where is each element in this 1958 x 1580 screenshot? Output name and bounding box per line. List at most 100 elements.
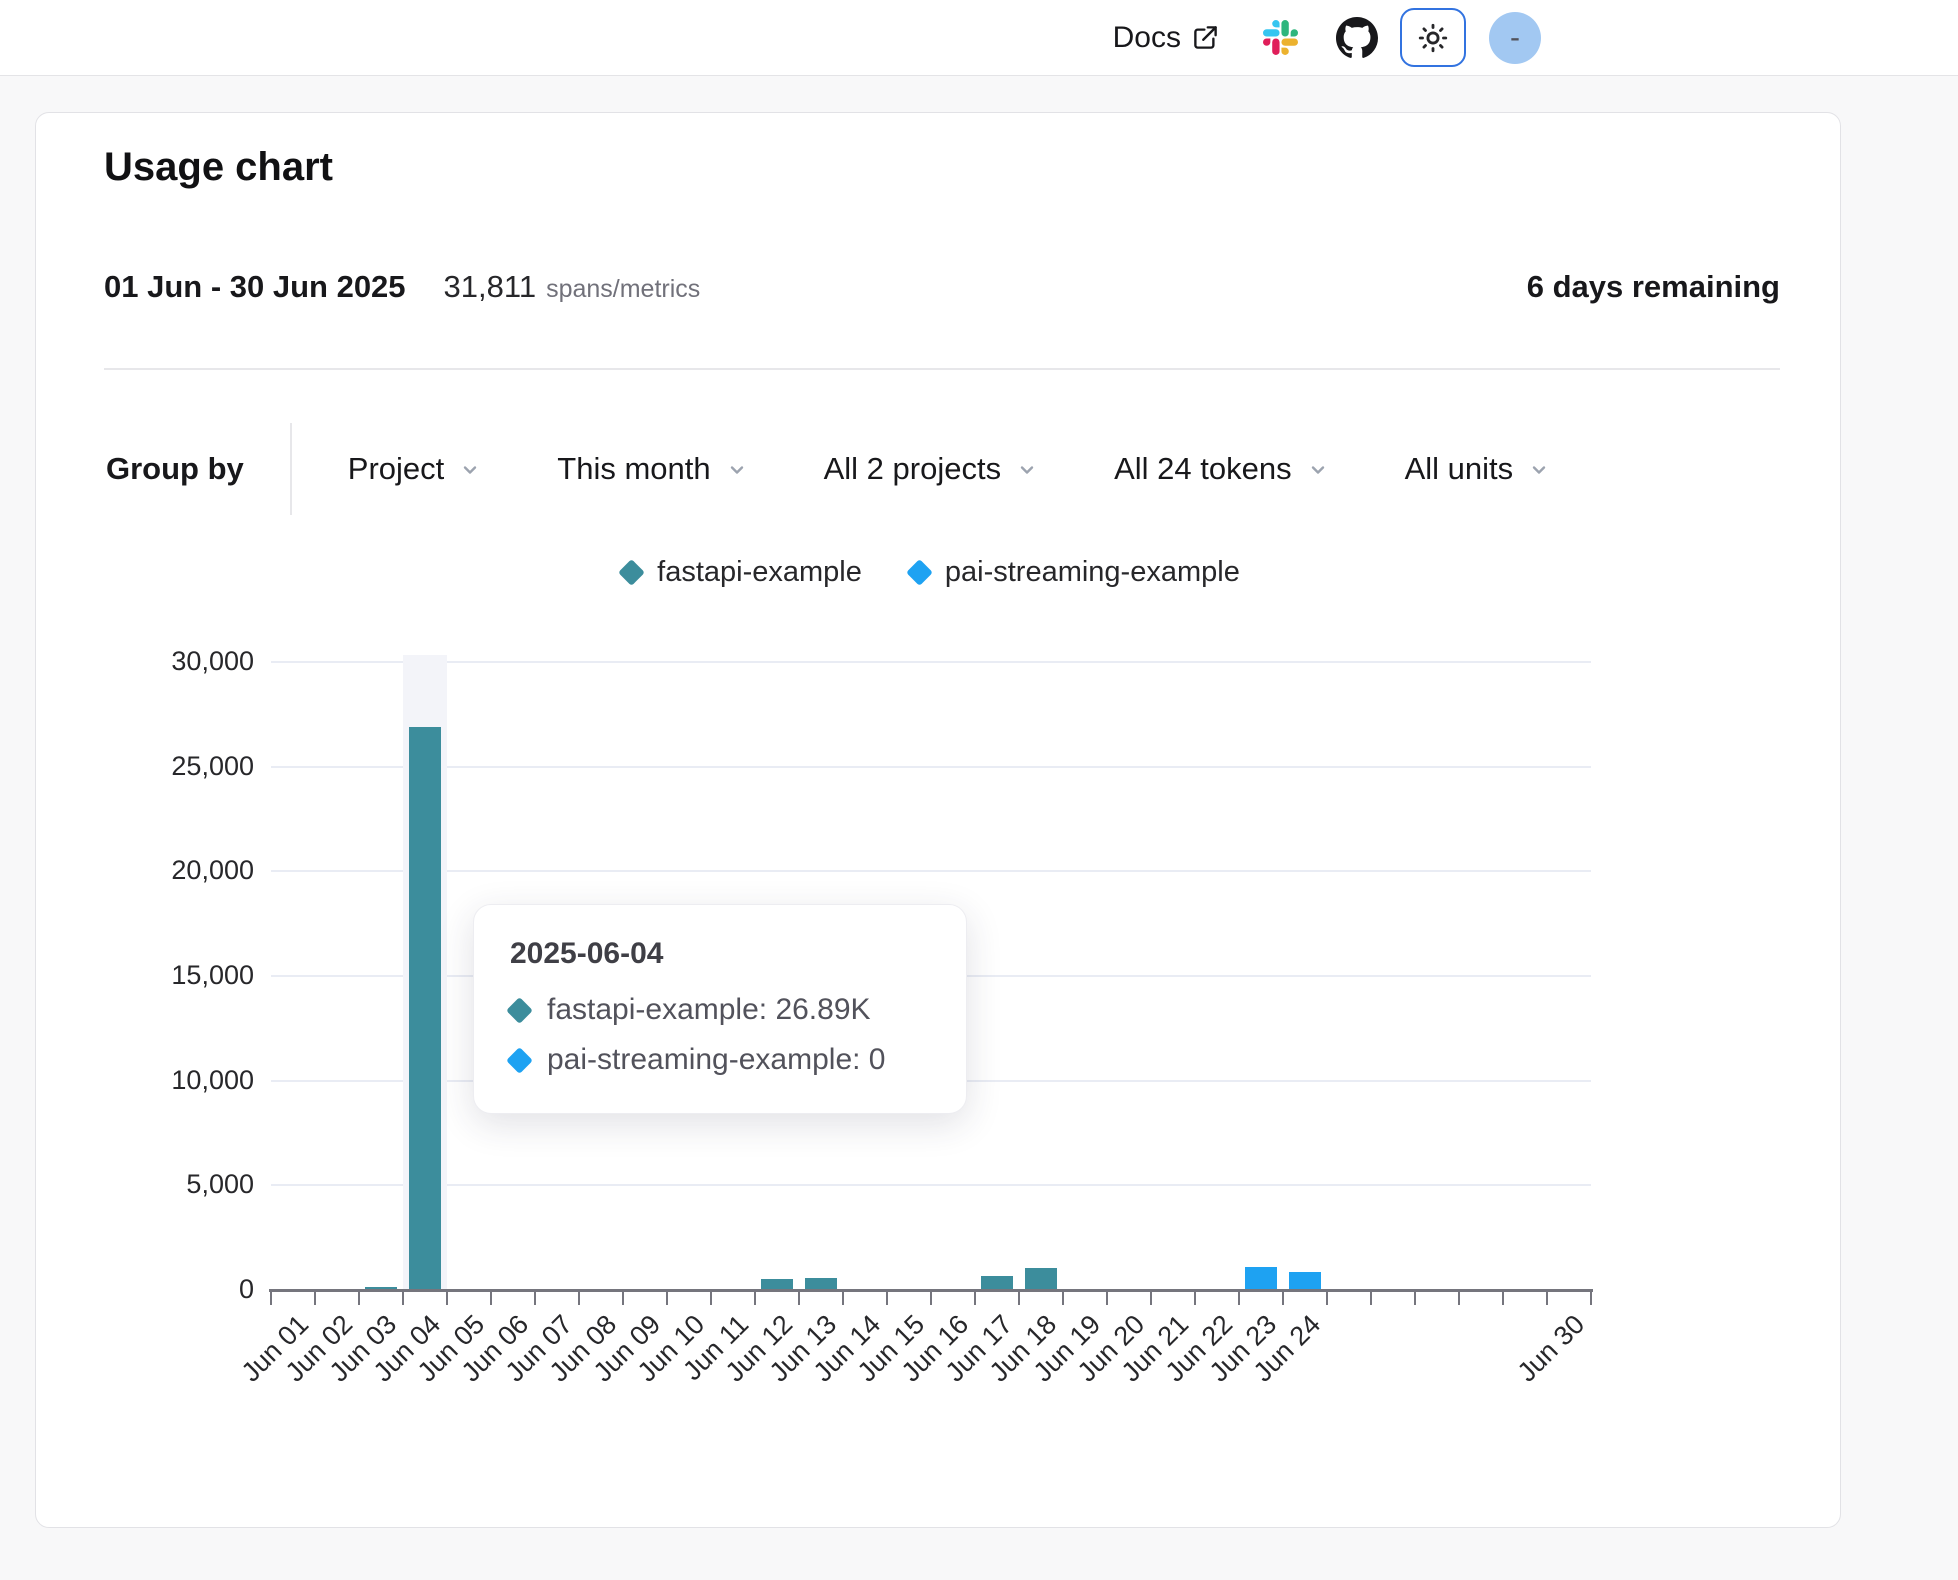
axis-tick — [666, 1292, 668, 1305]
units-select[interactable]: All units — [1405, 449, 1551, 489]
axis-tick — [446, 1292, 448, 1305]
y-axis-label: 15,000 — [171, 960, 254, 990]
chevron-down-icon — [1528, 453, 1550, 489]
axis-tick — [1458, 1292, 1460, 1305]
tooltip-row: pai-streaming-example: 0 — [506, 1043, 930, 1077]
axis-tick — [358, 1292, 360, 1305]
external-link-icon — [1192, 24, 1219, 51]
chart-bar-jun-03[interactable] — [365, 1287, 397, 1290]
chevron-down-icon — [1016, 453, 1038, 489]
group-by-select[interactable]: Project — [348, 449, 481, 489]
usage-chart-card: Usage chart 01 Jun - 30 Jun 2025 31,811 … — [35, 112, 1841, 1528]
axis-tick — [754, 1292, 756, 1305]
axis-tick — [842, 1292, 844, 1305]
gridline — [271, 765, 1591, 768]
docs-link[interactable]: Docs — [1113, 21, 1219, 55]
tokens-select[interactable]: All 24 tokens — [1114, 449, 1329, 489]
gridline — [271, 870, 1591, 873]
avatar[interactable]: - — [1489, 11, 1541, 64]
y-axis-label: 5,000 — [186, 1169, 254, 1200]
diamond-icon — [506, 996, 533, 1024]
legend-label: fastapi-example — [657, 556, 862, 588]
slack-icon[interactable] — [1263, 20, 1298, 55]
chart-legend: fastapi-example pai-streaming-example — [271, 556, 1591, 589]
vertical-divider — [289, 423, 292, 515]
diamond-icon — [506, 1046, 533, 1074]
axis-tick — [1062, 1292, 1064, 1305]
days-remaining: 6 days remaining — [1526, 269, 1780, 304]
diamond-icon — [905, 559, 933, 586]
axis-tick — [490, 1292, 492, 1305]
tooltip-row: fastapi-example: 26.89K — [506, 993, 930, 1027]
projects-select[interactable]: All 2 projects — [824, 449, 1038, 489]
chart-tooltip: 2025-06-04 fastapi-example: 26.89K pai-st… — [473, 904, 967, 1114]
date-range: 01 Jun - 30 Jun 2025 — [104, 269, 406, 304]
axis-tick — [1282, 1292, 1284, 1305]
chart-bar-jun-12[interactable] — [761, 1278, 793, 1290]
axis-tick — [402, 1292, 404, 1305]
axis-tick — [710, 1292, 712, 1305]
avatar-text: - — [1510, 20, 1520, 54]
tokens-select-value: All 24 tokens — [1114, 451, 1292, 486]
axis-tick — [1018, 1292, 1020, 1305]
gridline — [271, 661, 1591, 663]
chart-bar-jun-04[interactable] — [409, 727, 441, 1290]
axis-tick — [930, 1292, 932, 1305]
top-header-bar: Docs — [0, 0, 1958, 76]
y-axis-label: 0 — [238, 1274, 254, 1304]
sun-icon — [1416, 21, 1450, 55]
y-axis-label: 20,000 — [171, 855, 254, 886]
github-icon[interactable] — [1336, 16, 1378, 59]
axis-tick — [886, 1292, 888, 1305]
axis-tick — [270, 1292, 272, 1305]
theme-toggle-button[interactable] — [1400, 8, 1466, 67]
x-axis-line — [269, 1289, 1593, 1292]
chevron-down-icon — [1307, 453, 1329, 489]
legend-item-fastapi-example[interactable]: fastapi-example — [618, 556, 862, 589]
usage-meta-row: 01 Jun - 30 Jun 2025 31,811 spans/metric… — [104, 269, 1780, 305]
total-spans-unit: spans/metrics — [546, 275, 701, 303]
diamond-icon — [618, 559, 646, 586]
axis-tick — [1194, 1292, 1196, 1305]
legend-label: pai-streaming-example — [944, 556, 1240, 588]
group-by-label: Group by — [106, 451, 244, 486]
axis-tick — [622, 1292, 624, 1305]
y-axis-label: 30,000 — [171, 646, 254, 676]
x-axis-label: Jun 30 — [1511, 1309, 1591, 1388]
projects-select-value: All 2 projects — [823, 451, 1002, 486]
axis-tick — [1590, 1292, 1592, 1305]
y-axis-label: 25,000 — [171, 750, 254, 781]
axis-tick — [1238, 1292, 1240, 1305]
axis-tick — [1150, 1292, 1152, 1305]
chart-bar-jun-17[interactable] — [981, 1275, 1013, 1290]
units-select-value: All units — [1404, 451, 1514, 486]
y-axis-label: 10,000 — [171, 1064, 254, 1095]
total-spans-count: 31,811 — [443, 269, 537, 304]
date-range-select-value: This month — [557, 451, 711, 486]
axis-tick — [1106, 1292, 1108, 1305]
chart-bar-jun-18[interactable] — [1025, 1268, 1057, 1290]
date-range-select[interactable]: This month — [557, 449, 747, 489]
chart-bar-jun-23[interactable] — [1245, 1266, 1277, 1290]
usage-bar-chart: 30,000 25,000 20,000 15,000 10,000 5,000 0 Jun … — [36, 113, 1842, 1529]
legend-item-pai-streaming-example[interactable]: pai-streaming-example — [905, 556, 1240, 589]
tooltip-row-text: fastapi-example: 26.89K — [547, 993, 871, 1026]
axis-tick — [534, 1292, 536, 1305]
axis-tick — [974, 1292, 976, 1305]
page-title: Usage chart — [104, 145, 333, 189]
chart-bar-jun-24[interactable] — [1289, 1271, 1321, 1290]
chart-bar-jun-13[interactable] — [805, 1278, 837, 1290]
horizontal-divider — [104, 368, 1780, 370]
docs-link-label: Docs — [1112, 20, 1181, 54]
axis-tick — [1502, 1292, 1504, 1305]
chevron-down-icon — [726, 453, 748, 489]
axis-tick — [1414, 1292, 1416, 1305]
axis-tick — [578, 1292, 580, 1305]
tooltip-row-text: pai-streaming-example: 0 — [547, 1043, 886, 1076]
axis-tick — [1326, 1292, 1328, 1305]
axis-tick — [798, 1292, 800, 1305]
chevron-down-icon — [459, 453, 481, 489]
group-by-select-value: Project — [347, 451, 445, 486]
filters-row: Group by Project This month All 2 projec… — [106, 423, 1550, 515]
axis-tick — [1370, 1292, 1372, 1305]
